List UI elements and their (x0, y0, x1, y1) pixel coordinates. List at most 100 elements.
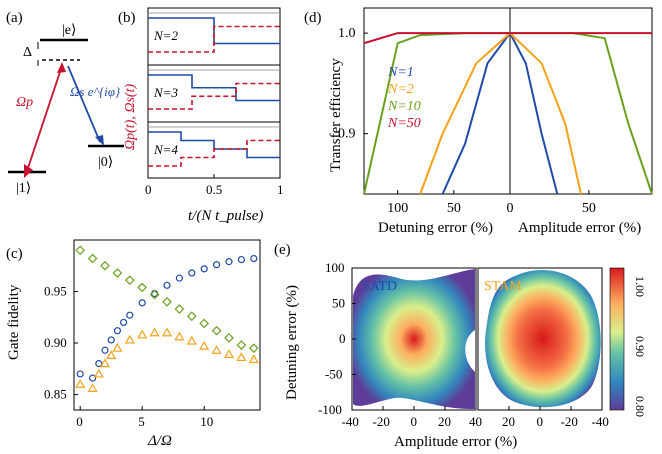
data-point (248, 354, 259, 364)
y-tick-label: 0 (339, 331, 346, 346)
data-point (93, 368, 104, 378)
omega-s-series (148, 131, 280, 159)
panel-d-frame (363, 7, 653, 195)
panel-c-ylabel: Gate fidelity (6, 284, 22, 360)
y-tick-label: 100 (325, 260, 345, 275)
panel-c-points (75, 245, 259, 392)
series-n2 (419, 31, 582, 195)
data-point (237, 255, 245, 264)
data-point (199, 318, 210, 329)
panel-c: (c) 0 5 10 0.85 0.90 0.95 Gate fidelity Δ/Ω (6, 239, 261, 449)
panel-d-xlabel-right: Amplitude error (%) (518, 220, 641, 236)
panel-c-frame (73, 239, 261, 411)
panel-b-xlabel: t/(N t_pulse) (188, 208, 263, 224)
data-point (107, 336, 115, 344)
panel-d-curves (363, 31, 653, 195)
data-point (163, 281, 171, 289)
heatmap-stam (485, 270, 601, 408)
panel-b-label: (b) (118, 10, 136, 26)
data-point (186, 311, 197, 322)
legend-item: N=2 (387, 82, 414, 97)
omega-s-series (148, 17, 280, 45)
data-point (188, 269, 196, 277)
data-point (174, 304, 185, 314)
x-tick-label: 50 (447, 201, 461, 216)
data-point (119, 318, 128, 327)
omega-p-arrow (27, 65, 63, 169)
heatmap-satd (353, 269, 475, 410)
panel-b-xticks: 0 0.5 1 (145, 174, 284, 197)
heatmap-stam-title: STAM (484, 279, 522, 294)
data-point (87, 383, 98, 392)
panel-d-ylabel: Transfer efficiency (328, 58, 344, 172)
data-point (225, 258, 233, 266)
legend-item: N=1 (387, 65, 414, 80)
omega-s-arrow (67, 65, 101, 143)
heatmap-satd-title: SATD (362, 279, 397, 294)
x-tick-label: -40 (592, 414, 609, 429)
omega-p-arrowhead-high (57, 62, 66, 73)
panel-e-label: (e) (274, 242, 291, 258)
data-point (211, 345, 222, 354)
panel-b-plots: N=2 N=3 N=4 (148, 12, 280, 167)
y-tick-label: 0.85 (44, 387, 67, 402)
series-n1 (441, 31, 559, 195)
x-tick-label: 20 (438, 414, 451, 429)
panel-d-label: (d) (304, 10, 322, 26)
data-point (87, 253, 98, 264)
omega-p-series (148, 139, 280, 167)
data-point (174, 331, 185, 341)
data-point (224, 333, 234, 343)
state-e-label: |e⟩ (62, 23, 76, 38)
panel-a: (a) |e⟩ Δ |1⟩ |0⟩ Ωp Ωs e^{iφ} (6, 10, 124, 196)
data-point (101, 346, 109, 354)
panel-e-xlabel: Amplitude error (%) (394, 434, 517, 450)
panel-e: (e) SATD STAM -40 -20 0 20 40 20 0 -20 -40 100 50 0… (274, 242, 647, 450)
data-point (112, 342, 123, 352)
data-point (137, 282, 148, 293)
x-tick-label: 1 (277, 182, 284, 197)
data-point (112, 268, 123, 278)
data-point (211, 325, 222, 336)
data-point (161, 327, 173, 337)
x-tick-label: 0 (76, 414, 83, 429)
data-point (200, 265, 208, 273)
x-tick-label: 0 (537, 414, 544, 429)
panel-c-ticks: 0 5 10 0.85 0.90 0.95 (44, 284, 213, 429)
subplot-label: N=4 (153, 142, 178, 157)
legend-item: N=50 (387, 116, 421, 131)
panel-e-ylabel: Detuning error (%) (284, 285, 300, 400)
data-point (124, 275, 135, 286)
panel-c-xlabel: Δ/Ω (147, 433, 172, 449)
data-point (75, 245, 86, 256)
series-n50 (363, 32, 652, 45)
data-point (138, 299, 146, 307)
y-tick-label: -100 (318, 402, 342, 417)
data-point (236, 352, 247, 362)
colorbar-tick-label: 0.90 (633, 336, 647, 357)
state-0-label: |0⟩ (98, 155, 113, 170)
x-tick-label: 0 (411, 414, 418, 429)
data-point (88, 374, 97, 382)
x-tick-label: 20 (502, 414, 515, 429)
panel-d-ticks: 1.0 0.9 100 50 0 50 (338, 26, 596, 216)
panel-b: (b) N=2N=3N=4 Ωp(t), Ωs(t) 0 0.5 1 t/(N t_… (118, 7, 284, 224)
subplot-label: N=3 (153, 85, 178, 100)
x-tick-label: 40 (469, 414, 482, 429)
y-tick-label: 50 (332, 296, 345, 311)
omega-s-series (148, 74, 280, 102)
x-tick-label: 0 (507, 201, 514, 216)
x-tick-label: 5 (138, 414, 145, 429)
data-point (124, 334, 135, 344)
x-tick-label: -20 (373, 414, 390, 429)
legend-item: N=10 (387, 99, 421, 114)
data-point (250, 254, 258, 263)
data-point (75, 379, 86, 388)
omega-s-arrowhead (95, 135, 104, 146)
data-point (162, 296, 172, 307)
x-tick-label: 10 (200, 414, 213, 429)
data-point (149, 289, 160, 300)
panel-a-label: (a) (6, 10, 23, 26)
data-point (149, 327, 160, 337)
